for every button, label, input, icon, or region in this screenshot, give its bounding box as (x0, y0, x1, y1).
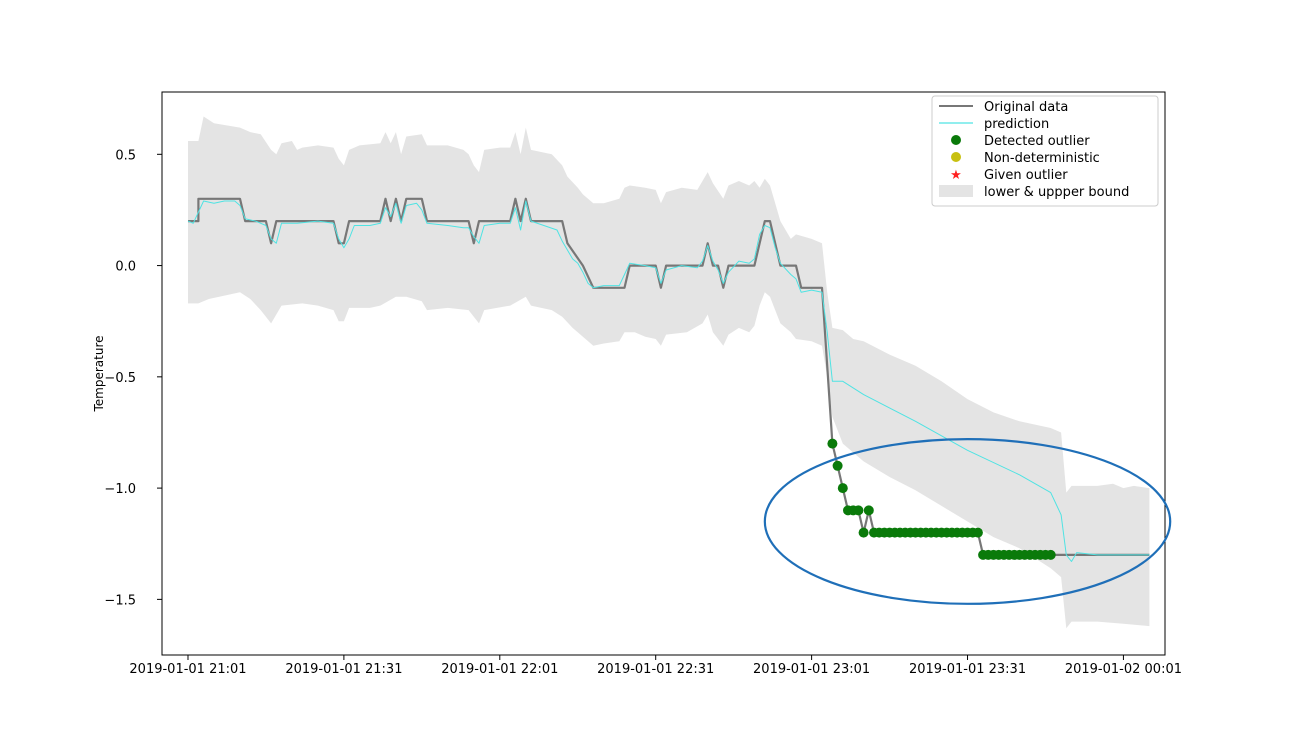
y-tick-label: −1.5 (104, 593, 136, 608)
y-tick-label: −1.0 (104, 482, 136, 497)
y-tick-label: 0.0 (115, 260, 136, 275)
legend: Original data prediction Detected outlier N… (931, 95, 1159, 207)
legend-marker-dot (951, 135, 961, 145)
detected-outlier-point (837, 483, 848, 494)
detected-outlier-point (853, 505, 864, 516)
legend-label: lower & uppper bound (984, 185, 1129, 200)
y-axis-label: Temperature (92, 335, 106, 412)
detected-outlier-point (1045, 549, 1056, 560)
y-tick-label: 0.5 (115, 148, 136, 163)
legend-label: prediction (984, 117, 1049, 132)
x-tick-label: 2019-01-01 23:01 (753, 662, 870, 677)
x-tick-label: 2019-01-01 21:31 (285, 662, 402, 677)
x-axis: 2019-01-01 21:01 2019-01-01 21:31 2019-01-… (129, 655, 1182, 677)
legend-label: Original data (984, 100, 1068, 115)
prediction-line (187, 200, 1150, 562)
detected-outlier-point (832, 460, 843, 471)
x-tick-label: 2019-01-01 22:31 (597, 662, 714, 677)
x-tick-label: 2019-01-01 21:01 (129, 662, 246, 677)
legend-label: Detected outlier (984, 134, 1090, 149)
highlight-ellipse (763, 438, 1172, 605)
x-tick-label: 2019-01-02 00:01 (1065, 662, 1182, 677)
plot-area (187, 116, 1150, 629)
legend-label: Given outlier (984, 168, 1068, 183)
detected-outlier-point (972, 527, 983, 538)
legend-box (931, 95, 1159, 207)
x-tick-label: 2019-01-01 22:01 (441, 662, 558, 677)
detected-outlier-point (858, 527, 869, 538)
bound-band (188, 116, 1150, 629)
detected-outlier-point (863, 505, 874, 516)
y-axis: 0.5 0.0 −0.5 −1.0 −1.5 (104, 148, 162, 608)
x-tick-label: 2019-01-01 23:31 (909, 662, 1026, 677)
y-tick-label: −0.5 (104, 371, 136, 386)
legend-label: Non-deterministic (984, 151, 1100, 166)
legend-marker-dot (951, 152, 961, 162)
detected-outlier-point (827, 438, 838, 449)
highlight-ellipse-layer (763, 438, 1172, 605)
legend-star-icon: ★ (950, 168, 962, 183)
plot-frame (161, 91, 1166, 656)
legend-marker-patch (939, 185, 973, 197)
